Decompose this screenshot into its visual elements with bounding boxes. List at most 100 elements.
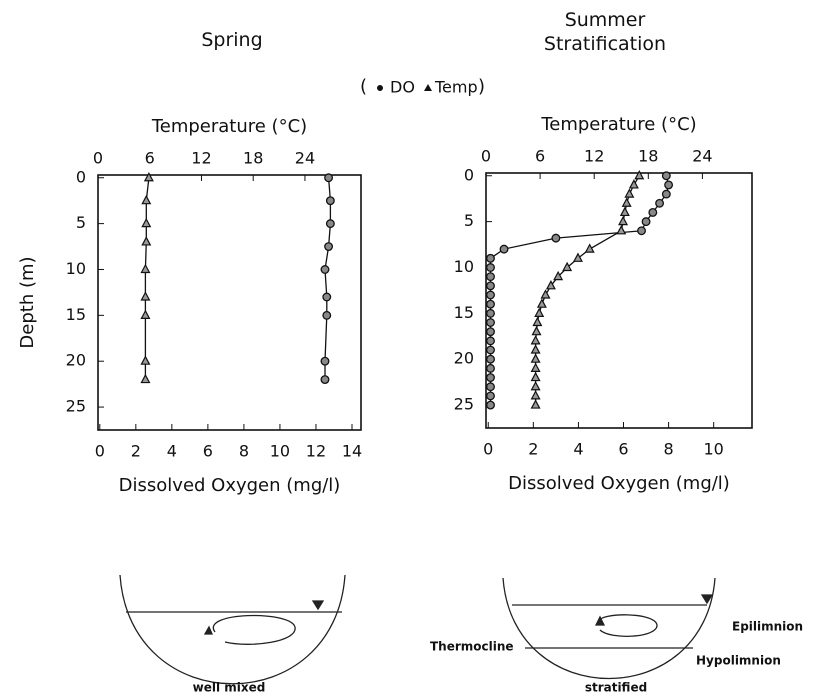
- y-tick-label: 25: [66, 397, 86, 416]
- chart-title: Spring: [201, 29, 263, 51]
- temp-point: [545, 280, 556, 290]
- y-tick-label: 20: [66, 351, 86, 370]
- x-tick-label: 6: [145, 149, 155, 168]
- x2-axis-label: Dissolved Oxygen (mg/l): [508, 473, 730, 494]
- do-point: [486, 263, 495, 272]
- temp-point: [530, 335, 541, 345]
- do-point: [664, 180, 674, 190]
- do-point: [486, 290, 495, 300]
- temp-point: [634, 169, 645, 180]
- do-point: [641, 217, 651, 227]
- legend-paren: (: [360, 76, 367, 97]
- x2-tick-label: 2: [131, 442, 141, 461]
- do-point: [325, 196, 335, 206]
- temp-point: [536, 298, 547, 308]
- y-tick-label: 15: [454, 303, 474, 322]
- do-point: [486, 336, 495, 346]
- do-point: [551, 233, 561, 243]
- x-tick-label: 24: [692, 147, 712, 166]
- plot-frame: [485, 172, 753, 429]
- do-point: [325, 219, 335, 229]
- do-point: [486, 391, 495, 401]
- do-point: [486, 272, 495, 282]
- x-tick-label: 12: [584, 147, 604, 166]
- temp-point: [143, 171, 154, 182]
- x2-tick-label: 6: [203, 442, 213, 461]
- temp-point: [530, 353, 541, 363]
- circulation-arrow: [597, 614, 658, 637]
- x-axis-label: Temperature (°C): [540, 114, 696, 135]
- temp-point: [534, 307, 545, 317]
- temp-point: [616, 225, 627, 235]
- x2-tick-label: 14: [342, 442, 362, 461]
- temp-point: [140, 355, 151, 365]
- do-point: [486, 363, 495, 373]
- do-point: [486, 354, 495, 364]
- thermocline-label: Thermocline: [430, 640, 514, 654]
- temp-point: [624, 188, 635, 198]
- x-axis-label: Temperature (°C): [151, 116, 307, 137]
- y-tick-label: 0: [464, 165, 474, 184]
- temp-point: [141, 194, 152, 205]
- do-point: [486, 373, 495, 383]
- y-tick-label: 10: [66, 259, 86, 278]
- x2-tick-label: 8: [239, 442, 249, 461]
- do-point: [486, 281, 495, 291]
- water-level-marker: [311, 600, 325, 611]
- diagram-caption: stratified: [585, 681, 647, 695]
- y-tick-label: 25: [454, 395, 474, 414]
- y-tick-label: 5: [464, 211, 474, 230]
- temp-point: [140, 309, 151, 319]
- temp-point: [140, 291, 151, 301]
- x2-tick-label: 10: [703, 440, 723, 459]
- legend-label: Temp: [434, 78, 478, 97]
- temp-point: [584, 243, 595, 253]
- legend-label: DO: [390, 78, 415, 97]
- x-tick-label: 18: [243, 149, 263, 168]
- chart-title: Summer Stratification: [543, 9, 667, 55]
- water-level-marker: [700, 594, 714, 605]
- y-tick-label: 0: [76, 167, 86, 186]
- do-point: [661, 189, 671, 199]
- temp-point: [621, 197, 632, 207]
- do-point: [486, 318, 495, 327]
- x-tick-label: 18: [638, 147, 658, 166]
- temp-point: [553, 270, 564, 281]
- plot-frame: [97, 174, 362, 431]
- lake-diagram: Thermocline Epilimnion Hypolimnion strat…: [430, 577, 803, 695]
- legend-paren: ): [478, 76, 485, 97]
- x-tick-label: 24: [295, 149, 315, 168]
- x2-tick-label: 4: [573, 440, 583, 459]
- lake-basin: [119, 574, 346, 685]
- temp-point: [141, 217, 152, 228]
- x-tick-label: 6: [535, 147, 545, 166]
- legend-marker: [424, 84, 432, 91]
- x2-tick-label: 0: [95, 442, 105, 461]
- do-point: [486, 253, 495, 263]
- y-tick-label: 10: [454, 257, 474, 276]
- temp-point: [530, 344, 541, 354]
- temp-point: [530, 380, 541, 391]
- lake-diagram: well mixed: [119, 574, 346, 695]
- temp-point: [532, 316, 543, 327]
- hypolimnion-label: Hypolimnion: [696, 654, 781, 668]
- x-tick-label: 0: [481, 147, 491, 166]
- temp-point: [572, 252, 583, 262]
- diagram-caption: well mixed: [193, 681, 266, 695]
- y-tick-label: 5: [76, 213, 86, 232]
- do-point: [322, 310, 332, 320]
- do-point: [322, 292, 332, 302]
- x2-tick-label: 4: [167, 442, 177, 461]
- do-point: [648, 207, 658, 217]
- profile-line: [489, 175, 670, 406]
- temp-point: [562, 261, 573, 272]
- do-point: [637, 226, 646, 236]
- profile-line: [324, 177, 332, 380]
- do-point: [486, 382, 495, 392]
- mixing-arrow: [212, 614, 296, 645]
- y-axis-label: Depth (m): [17, 256, 38, 348]
- do-point: [655, 198, 665, 208]
